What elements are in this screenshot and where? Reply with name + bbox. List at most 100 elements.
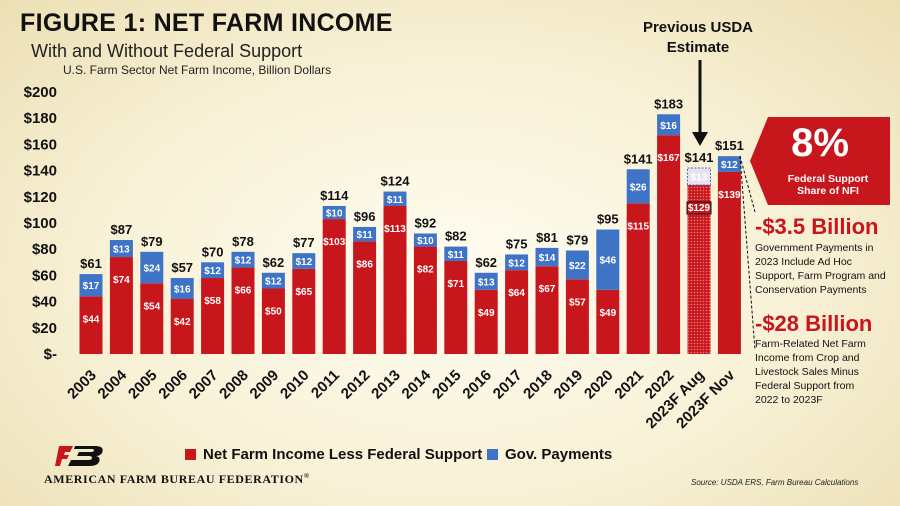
legend-swatch-blue [487, 449, 498, 460]
bar-nfi [231, 267, 255, 354]
data-label-total: $82 [445, 229, 467, 244]
data-label-total: $87 [111, 222, 133, 237]
x-tick-label: 2013 [368, 367, 404, 403]
y-tick-label: $160 [24, 136, 57, 153]
y-tick-label: $100 [24, 215, 57, 232]
data-label-nfi: $71 [447, 279, 464, 290]
bar-gov [687, 167, 711, 186]
data-label-total: $96 [354, 209, 376, 224]
data-label-total: $95 [597, 212, 619, 227]
data-label-gov: $16 [174, 285, 191, 296]
legend-label-nfi: Net Farm Income Less Federal Support [203, 446, 483, 463]
x-tick-label: 2008 [216, 367, 252, 403]
bar-nfi [79, 296, 103, 354]
data-label-nfi: $58 [204, 296, 221, 307]
x-tick-label: 2011 [308, 367, 343, 402]
data-label-gov: $12 [721, 160, 738, 171]
x-tick-label: 2020 [581, 367, 617, 403]
data-label-gov: $22 [569, 261, 586, 272]
data-label-total: $57 [171, 260, 193, 275]
legend-item-gov: Gov. Payments [487, 446, 612, 463]
source-note: Source: USDA ERS, Farm Bureau Calculatio… [691, 478, 859, 487]
data-label-nfi: $67 [539, 284, 556, 295]
bar-gov [717, 156, 741, 172]
x-tick-label: 2010 [277, 367, 313, 403]
x-tick-label: 2007 [186, 367, 222, 403]
bar-gov [79, 274, 103, 297]
bar-gov [231, 251, 255, 268]
data-label-nfi: $129 [688, 203, 711, 214]
data-label-gov: $12 [265, 277, 282, 288]
data-label-total: $79 [141, 234, 163, 249]
data-label-gov: $26 [630, 182, 647, 193]
bar-gov [353, 226, 377, 242]
bar-gov [565, 250, 589, 280]
bar-nfi [626, 203, 650, 354]
data-label-nfi: $49 [478, 308, 495, 319]
bar-nfi [201, 278, 225, 354]
data-label-total: $151 [715, 138, 744, 153]
bar-gov [109, 240, 133, 258]
y-tick-label: $40 [32, 294, 57, 311]
bar-gov [657, 114, 681, 136]
data-label-total: $92 [415, 215, 437, 230]
chart-title: FIGURE 1: NET FARM INCOME [20, 9, 393, 37]
data-label-gov: $12 [235, 256, 252, 267]
data-label-total: $62 [263, 255, 285, 270]
legend-swatch-red [185, 449, 196, 460]
data-label-gov: $12 [204, 266, 221, 277]
bar-gov [140, 251, 164, 284]
bar-gov [535, 247, 559, 267]
y-tick-label: $200 [24, 84, 57, 101]
share-label: Federal Support Share of NFI [787, 173, 869, 197]
bar-nfi [717, 171, 741, 354]
bar-gov [383, 191, 407, 206]
previous-estimate-arrow [692, 60, 708, 146]
bar-nfi [535, 266, 559, 354]
bar-nfi [657, 135, 681, 354]
x-tick-label: 2003 [64, 367, 100, 403]
data-label-total: $141 [624, 151, 653, 166]
bar-gov [505, 254, 529, 271]
data-label-gov: $11 [448, 250, 465, 261]
y-tick-label: $- [44, 346, 57, 363]
bar-nfi [444, 260, 468, 354]
data-label-gov: $46 [599, 256, 616, 267]
federal-support-share-callout: 8% Federal Support Share of NFI [750, 117, 890, 205]
x-tick-label: 2017 [490, 367, 526, 403]
gov-payment-change: -$3.5 Billion [755, 214, 879, 239]
data-label-gov: $12 [295, 257, 312, 268]
bar-nfi [322, 219, 346, 354]
data-label-nfi: $49 [599, 308, 616, 319]
x-tick-label: 2006 [155, 367, 191, 403]
bar-gov [322, 205, 346, 220]
data-label-total: $61 [80, 256, 102, 271]
x-tick-label: 2016 [459, 367, 495, 403]
data-label-nfi: $82 [417, 265, 434, 276]
bar-gov [170, 278, 194, 299]
bar-nfi [170, 298, 194, 354]
bar-gov [292, 253, 316, 269]
data-label-nfi: $115 [627, 221, 649, 232]
data-label-nfi: $167 [657, 153, 680, 164]
data-label-gov: $13 [113, 245, 130, 256]
data-label-total: $77 [293, 235, 315, 250]
chart-units: U.S. Farm Sector Net Farm Income, Billio… [63, 63, 332, 77]
callout-connectors [739, 155, 756, 351]
data-label-gov: $16 [660, 121, 677, 132]
data-label-gov: $11 [357, 230, 374, 241]
bar-nfi [353, 241, 377, 354]
y-tick-label: $80 [32, 241, 57, 258]
x-tick-label: 2004 [95, 366, 131, 402]
data-label-total: $79 [567, 233, 589, 248]
bar-gov [474, 272, 498, 290]
bar-nfi [596, 289, 620, 354]
data-label-gov: $14 [539, 253, 556, 264]
data-label-gov: $13 [691, 172, 708, 183]
bar-gov [444, 246, 468, 261]
x-tick-label: 2009 [247, 367, 283, 403]
data-label-nfi: $54 [143, 301, 160, 312]
data-label-nfi: $64 [508, 288, 525, 299]
y-tick-label: $60 [32, 267, 57, 284]
